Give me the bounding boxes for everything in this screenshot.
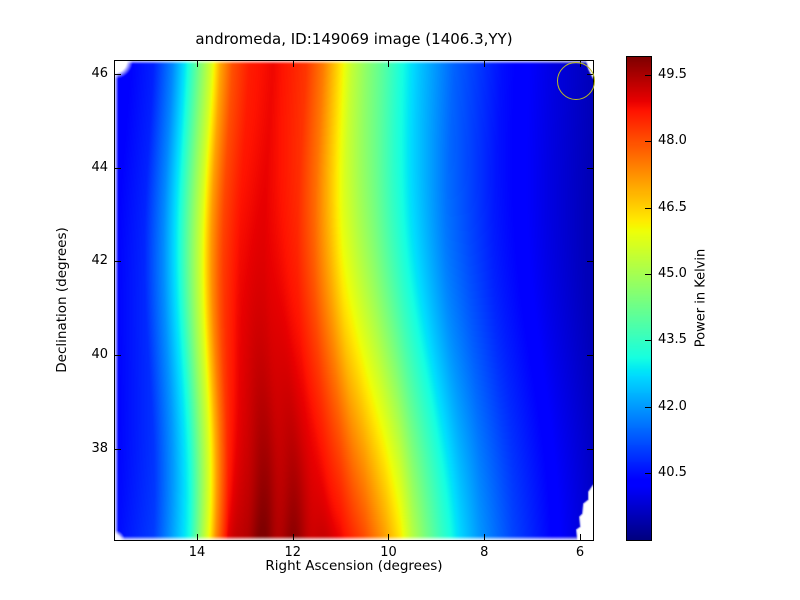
colorbar-tick-label: 40.5 [658, 465, 687, 480]
colorbar-tick [645, 74, 651, 76]
colorbar-tick-label: 45.0 [658, 266, 687, 281]
y-tick-label: 42 [91, 253, 108, 269]
colorbar-gradient [627, 57, 651, 540]
y-tick-label: 44 [91, 159, 108, 175]
x-tick [197, 534, 198, 540]
y-tick [115, 167, 121, 169]
x-tick-top [484, 61, 486, 67]
y-tick [115, 449, 121, 450]
colorbar [626, 56, 652, 541]
x-tick [292, 534, 294, 540]
colorbar-tick [645, 406, 651, 408]
heatmap-axes [114, 60, 594, 541]
source-marker-circle [557, 62, 596, 101]
x-tick [484, 534, 486, 540]
x-axis-label: Right Ascension (degrees) [265, 558, 443, 574]
x-tick-label: 12 [284, 545, 302, 560]
x-tick-label: 10 [380, 545, 397, 560]
colorbar-tick-label: 42.0 [658, 398, 687, 414]
colorbar-tick [645, 340, 651, 342]
colorbar-tick [645, 473, 651, 474]
plot-title: andromeda, ID:149069 image (1406.3,YY) [195, 30, 513, 48]
colorbar-label: Power in Kelvin [693, 248, 709, 348]
colorbar-tick-label: 49.5 [658, 66, 687, 82]
colorbar-tick [645, 141, 651, 143]
y-tick-label: 38 [91, 441, 108, 456]
x-tick-top [197, 61, 198, 67]
x-tick [388, 534, 390, 540]
colorbar-tick [645, 207, 651, 209]
y-tick-right [587, 449, 593, 450]
x-tick-top [388, 61, 390, 67]
x-tick-top [292, 61, 294, 67]
y-tick-right [587, 261, 593, 263]
colorbar-tick-label: 46.5 [658, 199, 687, 215]
x-tick-label: 8 [480, 545, 489, 560]
x-tick-label: 14 [188, 545, 206, 560]
colorbar-tick-label: 48.0 [658, 133, 687, 149]
y-tick [115, 355, 121, 357]
x-tick-label: 6 [575, 545, 585, 560]
y-tick [115, 73, 121, 75]
y-tick-right [587, 355, 593, 357]
heatmap-image [115, 61, 593, 540]
y-tick-label: 46 [91, 65, 108, 81]
y-tick [115, 261, 121, 263]
x-tick [579, 534, 581, 540]
colorbar-tick-label: 43.5 [658, 332, 687, 348]
colorbar-tick [645, 274, 651, 275]
y-tick-right [587, 167, 593, 169]
y-tick-label: 40 [91, 347, 108, 363]
